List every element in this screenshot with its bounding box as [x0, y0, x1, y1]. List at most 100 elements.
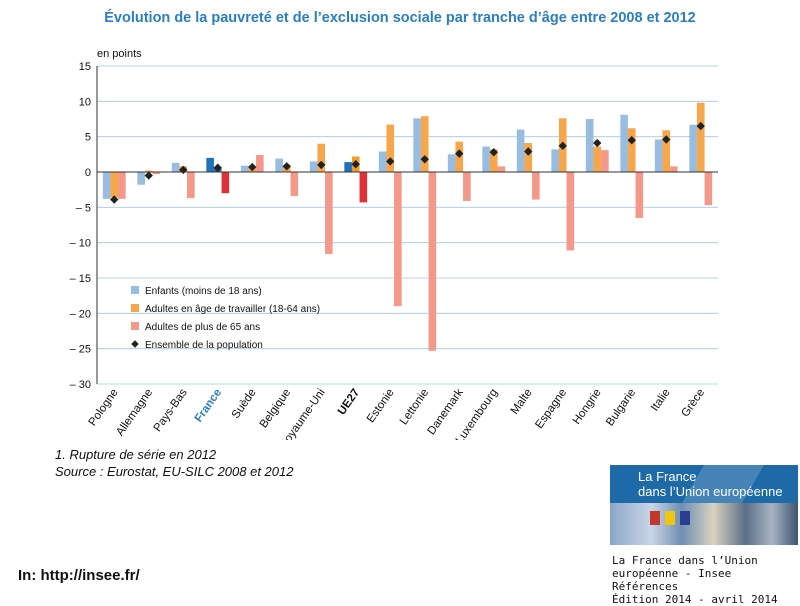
bar-royaume-uni-s3	[325, 172, 333, 254]
publication-cover-image: La France dans l’Union européenne	[610, 465, 798, 545]
marker-estonie	[386, 157, 395, 166]
x-tick-label: France	[193, 387, 224, 425]
marker-malte	[524, 147, 533, 156]
bar-belgique-s3	[290, 172, 299, 197]
bar-hongrie-s2	[593, 146, 602, 172]
x-tick-label: Lettonie	[398, 387, 431, 427]
y-tick-label: – 10	[70, 238, 91, 250]
y-tick-label: – 20	[70, 308, 91, 320]
legend-label: Ensemble de la population	[145, 340, 263, 351]
caption-line2: européenne - Insee Références	[612, 567, 732, 593]
bar-allemagne-s1	[137, 172, 145, 185]
chart-notes: 1. Rupture de série en 2012 Source : Eur…	[55, 446, 293, 480]
bar-suède-s1	[240, 165, 249, 172]
bar-chart: 15 10 5 0 – 5 – 10 – 15 – 20 – 25 – 30PologneAlle…	[70, 48, 718, 440]
legend: Enfants (moins de 18 ans) Adultes en âge …	[131, 286, 320, 351]
marker-danemark	[455, 149, 464, 158]
bar-estonie-s2	[386, 124, 395, 172]
population-markers	[110, 121, 705, 204]
legend-label: Adultes de plus de 65 ans	[145, 322, 260, 333]
marker-suède	[248, 162, 257, 172]
bar-france-s1	[206, 157, 214, 172]
bar-allemagne-s2	[144, 170, 153, 172]
legend-label: Enfants (moins de 18 ans)	[145, 286, 262, 297]
legend-label: Adultes en âge de travailler (18-64 ans)	[145, 304, 320, 315]
bar-espagne-s3	[566, 172, 575, 251]
marker-grèce	[696, 121, 705, 131]
bar-pays-bas-s1	[171, 162, 180, 172]
bars	[102, 102, 713, 351]
cover-title-line1: La France	[638, 469, 697, 484]
bar-lettonie-s3	[428, 172, 437, 351]
y-tick-label: – 30	[70, 379, 91, 391]
bar-ue27-s1	[344, 162, 352, 172]
legend-swatch	[131, 286, 139, 294]
x-tick-label: Hongrie	[571, 387, 604, 427]
marker-ue27	[351, 160, 360, 169]
bar-hongrie-s1	[585, 119, 594, 172]
caption-line1: La France dans l’Union	[612, 554, 758, 567]
y-tick-label: 5	[85, 132, 91, 144]
cover-title: La France dans l’Union européenne	[638, 469, 783, 499]
x-tick-label: Suède	[230, 387, 259, 421]
bar-luxembourg-s1	[482, 146, 490, 172]
note-source: Source : Eurostat, EU-SILC 2008 et 2012	[55, 464, 294, 479]
bar-grèce-s1	[689, 124, 697, 172]
x-tick-label: Allemagne	[114, 387, 155, 438]
x-tick-label: Pays-Bas	[152, 387, 190, 434]
bar-france-s3	[221, 172, 230, 194]
marker-espagne	[558, 141, 567, 151]
x-tick-label: Malte	[509, 387, 535, 417]
bar-italie-s2	[662, 130, 671, 172]
y-tick-label: 15	[79, 61, 91, 73]
bar-bulgarie-s2	[627, 128, 636, 172]
cover-title-line2: dans l’Union européenne	[638, 484, 783, 499]
marker-bulgarie	[627, 136, 636, 145]
note-rupture: 1. Rupture de série en 2012	[55, 447, 217, 462]
bar-estonie-s3	[394, 172, 402, 307]
bar-pologne-s2	[110, 172, 119, 198]
bar-grèce-s3	[704, 172, 713, 206]
marker-italie	[662, 135, 671, 144]
y-axis-label: en points	[97, 48, 142, 60]
marker-belgique	[282, 162, 291, 171]
y-tick-label: – 15	[70, 273, 91, 285]
marker-france	[213, 163, 222, 172]
x-tick-label: UE27	[336, 387, 362, 417]
bar-pays-bas-s3	[187, 172, 195, 199]
bar-royaume-uni-s1	[309, 161, 318, 172]
x-tick-label: Espagne	[533, 387, 569, 431]
bar-malte-s2	[524, 143, 533, 172]
marker-royaume-uni	[317, 160, 326, 170]
cover-photo	[610, 503, 798, 545]
bar-bulgarie-s3	[635, 172, 644, 218]
bar-allemagne-s3	[152, 172, 161, 175]
bar-pologne-s1	[102, 172, 111, 199]
bar-hongrie-s3	[601, 150, 609, 172]
bar-lettonie-s2	[420, 116, 429, 172]
bar-danemark-s1	[447, 154, 456, 172]
x-tick-label: Bulgarie	[604, 387, 638, 428]
bar-suède-s3	[256, 155, 264, 172]
source-url-text: In: http://insee.fr/	[18, 567, 140, 584]
gridlines	[97, 65, 718, 385]
bar-espagne-s1	[551, 149, 559, 172]
bar-malte-s3	[532, 172, 540, 200]
marker-pologne	[110, 195, 119, 204]
bar-estonie-s1	[378, 151, 387, 172]
x-tick-label: Belgique	[258, 387, 294, 431]
bar-ue27-s3	[359, 172, 368, 203]
marker-lettonie	[420, 155, 429, 164]
y-tick-label: 10	[79, 96, 91, 108]
bar-grèce-s2	[696, 102, 705, 172]
marker-luxembourg	[489, 148, 498, 157]
bar-danemark-s3	[463, 172, 471, 201]
bar-luxembourg-s2	[489, 149, 498, 172]
chart-title: Évolution de la pauvreté et de l’exclusi…	[104, 10, 696, 26]
x-tick-label: Pologne	[87, 387, 121, 428]
bar-italie-s1	[654, 139, 663, 172]
legend-swatch	[131, 304, 139, 312]
legend-swatch	[131, 322, 139, 330]
x-tick-label: Italie	[649, 387, 673, 414]
bar-malte-s1	[516, 129, 525, 172]
